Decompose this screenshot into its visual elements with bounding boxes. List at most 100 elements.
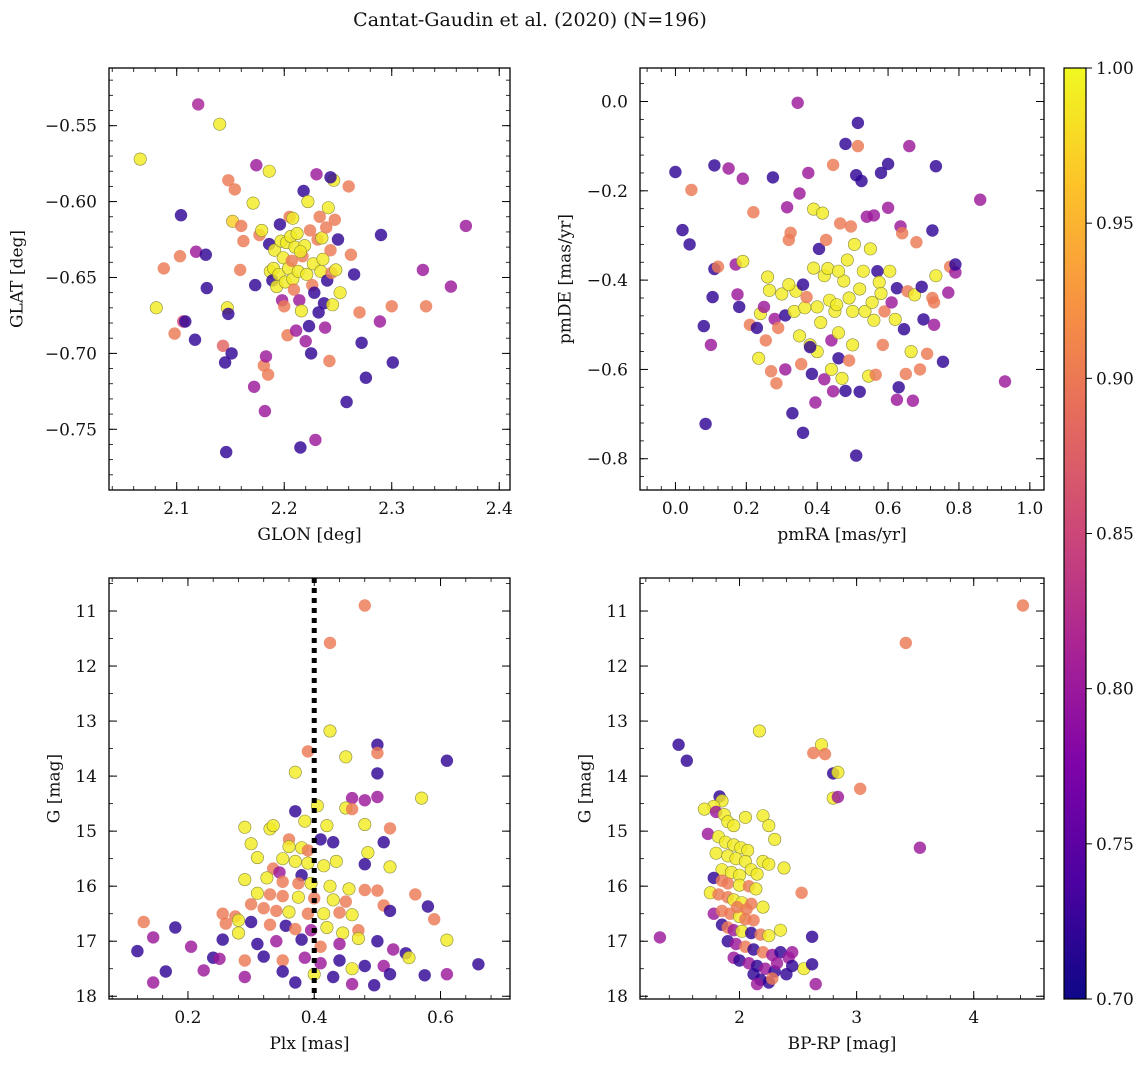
x-tick-label: 0.2: [174, 1008, 201, 1028]
scatter-point: [764, 365, 778, 378]
scatter-point: [926, 224, 939, 237]
scatter-point: [863, 242, 877, 256]
scatter-point: [200, 281, 213, 295]
scatter-point: [762, 819, 776, 833]
scatter-point: [324, 244, 337, 257]
scatter-point: [834, 217, 847, 230]
scatter-point: [290, 227, 304, 241]
scatter-point: [747, 943, 760, 956]
scatter-point: [851, 116, 865, 130]
scatter-point: [371, 884, 384, 897]
scatter-point: [846, 304, 860, 318]
scatter-point: [428, 913, 441, 926]
scatter-point: [358, 883, 371, 897]
scatter-point: [324, 171, 337, 184]
scatter-point: [803, 340, 817, 354]
scatter-point: [263, 888, 277, 901]
scatter-point: [235, 219, 248, 233]
scatter-point: [213, 117, 227, 131]
scatter-point: [345, 962, 359, 976]
scatter-point: [301, 907, 315, 920]
scatter-point: [294, 304, 308, 318]
y-tick-label: 0.0: [601, 92, 628, 112]
scatter-point: [304, 924, 318, 937]
x-axis-label: pmRA [mas/yr]: [777, 525, 906, 545]
scatter-point: [358, 794, 371, 807]
scatter-point: [784, 226, 797, 239]
scatter-point: [276, 965, 289, 978]
scatter-point: [809, 396, 822, 409]
scatter-point: [1016, 599, 1030, 612]
scatter-point: [184, 940, 198, 953]
scatter-point: [282, 905, 296, 919]
colorbar-tick-label: 0.75: [1096, 835, 1134, 855]
colorbar-gradient: [1063, 67, 1087, 1000]
scatter-point: [824, 362, 838, 376]
scatter-point: [915, 280, 928, 293]
scatter-point: [699, 417, 712, 431]
scatter-point: [157, 262, 170, 275]
plot-frame: [108, 577, 511, 1000]
y-tick-label: 12: [75, 657, 97, 677]
scatter-point: [917, 313, 930, 326]
scatter-point: [263, 918, 277, 931]
scatter-point: [780, 201, 794, 214]
scatter-point: [298, 951, 311, 964]
scatter-point: [798, 301, 812, 315]
scatter-point: [312, 306, 325, 319]
y-tick-label: −0.6: [587, 360, 628, 380]
scatter-point: [418, 969, 431, 982]
scatter-point: [317, 907, 331, 921]
scatter-point: [874, 286, 888, 300]
scatter-point: [137, 915, 150, 929]
scatter-point: [685, 183, 698, 197]
scatter-point: [303, 224, 317, 237]
scatter-point: [906, 394, 920, 407]
scatter-point: [219, 917, 232, 930]
scatter-point: [216, 339, 230, 352]
scatter-point: [189, 245, 203, 258]
scatter-point: [276, 852, 290, 866]
colorbar-tick-label: 0.80: [1096, 680, 1134, 700]
scatter-point: [371, 790, 384, 804]
x-tick-label: 0.4: [804, 499, 831, 519]
y-tick-label: 16: [75, 877, 97, 897]
scatter-point: [814, 315, 828, 329]
scatter-point: [244, 915, 258, 929]
y-tick-label: 11: [606, 602, 628, 622]
scatter-point: [415, 791, 429, 805]
scatter-point: [812, 242, 826, 256]
scatter-point: [929, 160, 943, 173]
scatter-point: [345, 977, 359, 991]
scatter-point: [669, 165, 682, 179]
scatter-point: [826, 385, 840, 398]
scatter-point: [297, 184, 310, 198]
scatter-point: [323, 724, 337, 738]
scatter-point: [842, 354, 856, 367]
x-tick-label: 0.2: [733, 499, 760, 519]
scatter-point: [260, 871, 274, 885]
scatter-point: [383, 822, 397, 835]
scatter-point: [920, 347, 934, 360]
scatter-point: [310, 168, 323, 181]
scatter-point: [832, 352, 845, 365]
x-tick-label: 3: [851, 1008, 862, 1028]
scatter-point: [238, 970, 251, 984]
scatter-point: [835, 371, 849, 385]
y-tick-label: 11: [75, 602, 97, 622]
scatter-point: [326, 298, 340, 312]
scatter-point: [353, 306, 366, 319]
scatter-point: [842, 291, 856, 305]
scatter-point: [270, 904, 283, 918]
scatter-point: [766, 972, 779, 985]
scatter-point: [854, 782, 867, 795]
scatter-point: [192, 98, 205, 111]
scatter-point: [179, 315, 192, 328]
scatter-point: [159, 965, 172, 978]
scatter-point: [257, 950, 270, 963]
scatter-point: [867, 209, 881, 222]
scatter-point: [752, 724, 766, 738]
scatter-point: [736, 172, 749, 185]
scatter-point: [342, 180, 355, 193]
scatter-point: [896, 227, 909, 240]
